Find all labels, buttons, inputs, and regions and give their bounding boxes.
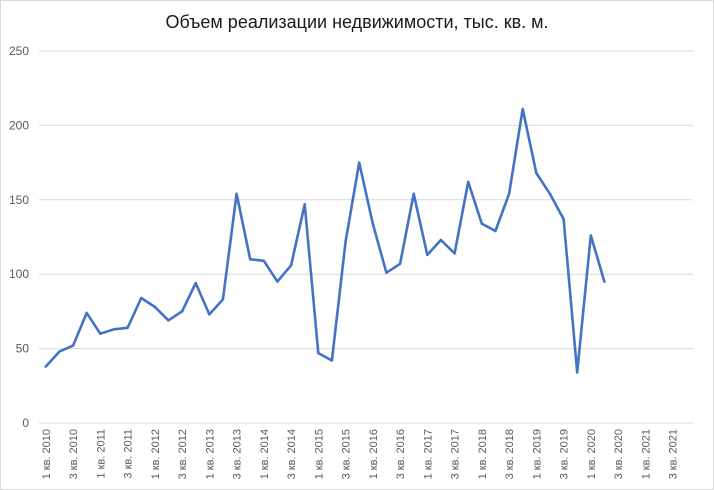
data-point [289,264,293,267]
data-point [99,332,102,335]
data-point [126,326,129,329]
data-point [357,161,361,164]
y-tick-label: 50 [16,342,30,356]
series-layer [44,107,606,374]
x-tick-label: 3 кв. 2019 [559,429,571,479]
data-point [385,271,388,274]
data-point [466,180,470,184]
data-point [371,222,375,225]
data-point [248,258,252,261]
y-tick-label: 150 [9,193,29,207]
x-tick-label: 1 кв. 2018 [477,429,489,479]
data-point [44,365,48,368]
chart-title: Объем реализации недвижимости, тыс. кв. … [165,12,549,32]
data-point [453,252,456,255]
data-point [112,328,116,331]
gridlines [39,50,693,424]
y-axis-ticks: 0 50 100 150 200 250 [9,44,29,430]
data-point [548,192,552,196]
x-tick-label: 1 кв. 2012 [150,429,162,479]
data-point [480,222,484,225]
x-tick-label: 3 кв. 2017 [450,429,462,479]
y-tick-label: 200 [9,118,29,132]
x-tick-label: 1 кв. 2021 [640,429,652,479]
x-tick-label: 3 кв. 2018 [504,429,516,479]
x-tick-label: 3 кв. 2010 [68,429,80,479]
x-tick-label: 3 кв. 2021 [668,429,680,479]
x-tick-label: 1 кв. 2017 [422,429,434,479]
data-point [426,253,429,257]
x-tick-label: 1 кв. 2020 [586,429,598,479]
y-tick-label: 100 [9,267,29,281]
data-point [139,296,143,300]
y-tick-label: 250 [9,44,29,58]
x-tick-label: 1 кв. 2019 [531,429,543,479]
data-point [276,280,279,283]
x-tick-label: 1 кв. 2016 [368,429,380,479]
x-tick-label: 3 кв. 2016 [395,429,407,479]
y-tick-label: 0 [22,416,29,430]
data-point [58,350,61,353]
x-tick-label: 3 кв. 2013 [232,429,244,479]
data-point [562,217,565,221]
data-point [398,262,402,265]
data-point [439,238,443,242]
x-tick-label: 1 кв. 2013 [204,429,216,479]
data-point [180,310,184,313]
data-point [589,234,593,237]
data-point [603,280,606,283]
data-point [153,305,157,309]
data-point [71,344,75,347]
x-tick-label: 3 кв. 2011 [123,429,135,479]
data-point [412,192,415,196]
data-point [303,203,306,206]
data-point [167,319,170,322]
data-point [575,371,579,374]
x-tick-label: 1 кв. 2010 [41,429,53,479]
series-line [44,107,606,374]
x-axis-ticks: 1 кв. 2010 3 кв. 2010 1 кв. 2011 3 кв. 2011… [41,429,680,479]
data-point [330,359,334,362]
data-point [535,171,538,175]
x-tick-label: 1 кв. 2011 [95,429,107,479]
x-tick-label: 3 кв. 2015 [341,429,353,479]
data-point [221,298,225,301]
x-tick-label: 1 кв. 2015 [313,429,325,479]
data-point [344,240,347,243]
data-point [494,229,497,233]
x-tick-label: 3 кв. 2012 [177,429,189,479]
data-point [521,107,524,111]
data-point [317,351,320,355]
data-point [235,192,238,196]
x-tick-label: 1 кв. 2014 [259,429,271,479]
x-tick-label: 3 кв. 2020 [613,429,625,479]
data-point [85,311,88,315]
data-point [262,259,266,263]
data-point [194,281,197,285]
data-point [507,192,511,196]
data-point [208,313,211,316]
x-tick-label: 3 кв. 2014 [286,429,298,479]
